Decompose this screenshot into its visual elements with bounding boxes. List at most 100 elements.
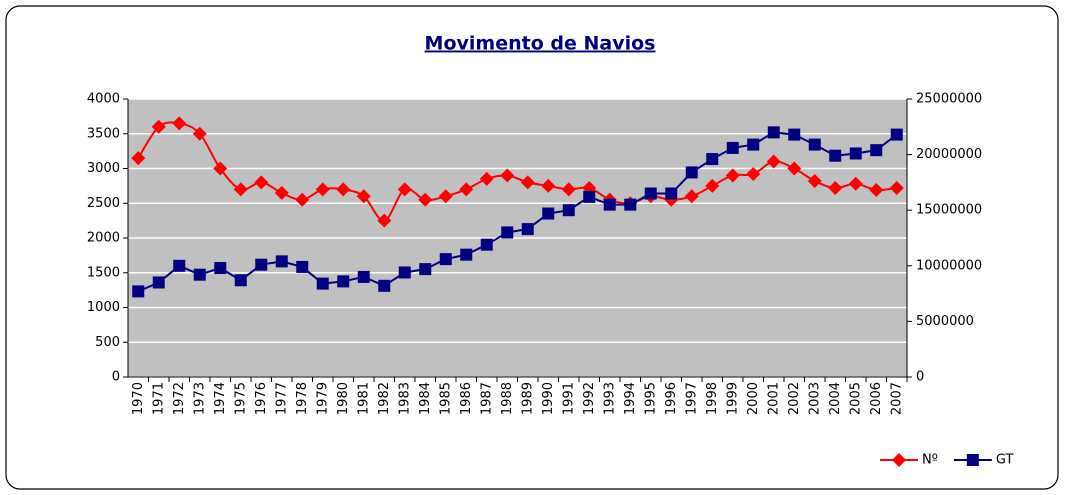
y-tick-label: 2500: [87, 196, 120, 211]
y-tick-label: 3500: [87, 126, 120, 141]
marker: [337, 275, 350, 288]
marker: [500, 168, 515, 183]
marker: [520, 175, 535, 190]
marker: [848, 176, 863, 191]
marker: [480, 238, 493, 251]
marker: [439, 253, 452, 266]
marker: [562, 204, 575, 217]
x-tick-label: 1990: [541, 382, 556, 415]
marker: [377, 213, 392, 228]
chart-title: Movimento de Navios: [425, 33, 656, 55]
x-tick-label: 1993: [602, 382, 617, 415]
marker: [295, 192, 310, 207]
marker: [561, 182, 576, 197]
marker: [418, 192, 433, 207]
x-tick-label: 2001: [766, 382, 781, 415]
marker: [521, 223, 534, 236]
marker: [233, 182, 248, 197]
marker: [808, 138, 821, 151]
marker: [173, 259, 186, 272]
marker: [274, 185, 289, 200]
marker: [501, 226, 514, 239]
marker: [807, 174, 822, 189]
marker: [316, 277, 329, 290]
marker: [131, 151, 146, 166]
x-tick-label: 1985: [438, 382, 453, 415]
y-tick-label: 1000: [87, 300, 120, 315]
marker: [296, 260, 309, 273]
x-tick-label: 1984: [418, 382, 433, 415]
x-tick-label: 1976: [254, 382, 269, 415]
marker: [890, 128, 903, 141]
x-tick-label: 2007: [889, 382, 904, 415]
x-tick-label: 1979: [315, 382, 330, 415]
marker: [644, 187, 657, 200]
marker: [726, 141, 739, 154]
marker: [192, 126, 207, 141]
marker: [787, 161, 802, 176]
y2-tick-label: 20000000: [916, 147, 982, 162]
y2-tick-label: 10000000: [916, 258, 982, 273]
y-tick-label: 3000: [87, 161, 120, 176]
marker: [541, 178, 556, 193]
marker: [767, 126, 780, 139]
marker: [747, 138, 760, 151]
marker: [152, 276, 165, 289]
x-tick-label: 1983: [397, 382, 412, 415]
y-tick-label: 2000: [87, 231, 120, 246]
marker: [829, 149, 842, 162]
y2-tick-label: 25000000: [916, 92, 982, 107]
marker: [624, 198, 637, 211]
x-tick-label: 1977: [274, 382, 289, 415]
x-tick-label: 1982: [377, 382, 392, 415]
y-tick-label: 4000: [87, 92, 120, 107]
marker: [172, 116, 187, 131]
x-tick-label: 1986: [459, 382, 474, 415]
legend-label: Nº: [922, 453, 938, 468]
marker: [869, 183, 884, 198]
y-tick-label: 0: [112, 370, 120, 385]
marker: [966, 454, 979, 466]
marker: [460, 248, 473, 261]
marker: [356, 189, 371, 204]
x-tick-label: 2004: [828, 382, 843, 415]
x-tick-label: 1988: [500, 382, 515, 415]
x-tick-label: 1997: [684, 382, 699, 415]
marker: [213, 161, 228, 176]
x-tick-label: 1994: [623, 382, 638, 415]
x-tick-label: 1991: [561, 382, 576, 415]
x-tick-label: 1992: [582, 382, 597, 415]
marker: [378, 279, 391, 292]
marker: [255, 258, 268, 271]
marker: [479, 171, 494, 186]
marker: [438, 189, 453, 204]
x-tick-label: 1998: [705, 382, 720, 415]
marker: [214, 262, 227, 275]
marker: [706, 153, 719, 166]
y-tick-label: 1500: [87, 265, 120, 280]
marker: [275, 255, 288, 268]
x-tick-label: 1972: [172, 382, 187, 415]
marker: [889, 180, 904, 195]
marker: [459, 182, 474, 197]
x-tick-label: 1971: [151, 382, 166, 415]
marker: [234, 274, 247, 287]
x-tick-label: 2002: [787, 382, 802, 415]
x-tick-label: 1989: [520, 382, 535, 415]
marker: [685, 166, 698, 179]
marker: [788, 128, 801, 141]
x-tick-label: 1970: [131, 382, 146, 415]
x-tick-label: 1987: [479, 382, 494, 415]
marker: [132, 285, 145, 298]
marker: [766, 154, 781, 169]
marker: [705, 178, 720, 193]
x-tick-label: 1999: [725, 382, 740, 415]
marker: [746, 167, 761, 182]
x-tick-label: 1981: [356, 382, 371, 415]
x-tick-label: 2003: [807, 382, 822, 415]
marker: [419, 263, 432, 276]
marker: [603, 198, 616, 211]
x-tick-label: 2005: [848, 382, 863, 415]
x-tick-label: 1973: [192, 382, 207, 415]
x-tick-label: 1980: [336, 382, 351, 415]
